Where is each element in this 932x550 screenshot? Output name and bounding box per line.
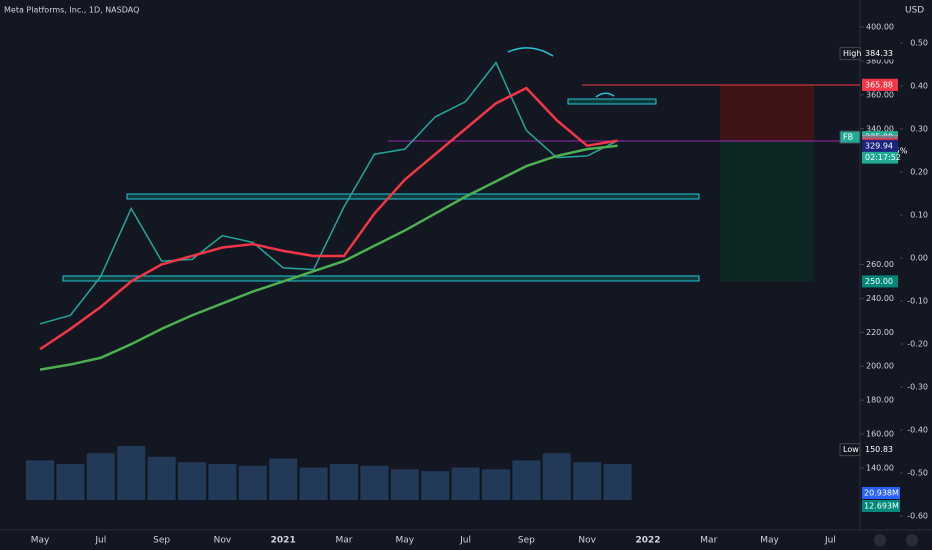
x-tick-label: 2022: [635, 536, 660, 546]
y2-tick-label: 0.30: [910, 125, 928, 134]
price-label: 02:17:52: [865, 153, 901, 162]
volume-bar: [390, 469, 419, 500]
y2-tick-label: 0.40: [910, 82, 928, 91]
y2-tick-label: -0.50: [907, 469, 928, 478]
auto-button[interactable]: [874, 534, 886, 546]
y-tick-label: 380.00: [866, 56, 894, 65]
target-zone: [720, 141, 814, 282]
volume-bar: [208, 464, 237, 500]
y-tick-label: 180.00: [866, 396, 894, 405]
y-tick-label: 160.00: [866, 430, 894, 439]
volume-bar: [603, 464, 632, 500]
price-line: [39, 86, 618, 351]
price-label: 365.88: [865, 80, 893, 89]
y-tick-label: 360.00: [866, 90, 894, 99]
volume-label-box: [862, 487, 900, 499]
settings-button[interactable]: [906, 534, 918, 546]
price-line: [39, 61, 618, 325]
y2-tick-label: -0.60: [907, 512, 928, 521]
resistance-zone: [567, 98, 657, 105]
chart-title: Meta Platforms, Inc., 1D, NASDAQ: [4, 6, 139, 15]
x-tick-label: Sep: [153, 536, 170, 546]
y-tick-label: 200.00: [866, 362, 894, 371]
top-arc: [507, 47, 554, 57]
price-label-box: [862, 151, 898, 164]
volume-bar: [451, 467, 480, 500]
y2-tick-label: 0.20: [910, 168, 928, 177]
price-label: 250.00: [865, 277, 893, 286]
volume-bar: [299, 467, 328, 500]
x-tick-label: Jul: [459, 536, 471, 546]
support-zone: [126, 193, 700, 200]
x-tick-label: May: [395, 536, 414, 546]
y2-tick-label: -0.20: [907, 340, 928, 349]
price-tag: Low: [843, 445, 859, 454]
volume-bar: [421, 471, 450, 500]
x-tick-label: Nov: [578, 536, 596, 546]
top-arc: [595, 92, 615, 98]
volume-bar: [330, 464, 358, 500]
price-label-box: [862, 443, 898, 456]
volume-bar: [269, 458, 298, 500]
x-tick-label: Jul: [94, 536, 106, 546]
price-line: [39, 144, 618, 371]
price-tag: FB: [843, 133, 853, 142]
volume-bar: [360, 465, 389, 500]
price-label-box: [862, 139, 898, 152]
y2-tick-label: -0.40: [907, 426, 928, 435]
price-tag-box: [839, 443, 861, 457]
volume-bar: [178, 462, 206, 500]
stop-zone: [720, 85, 814, 141]
volume-bar: [86, 453, 115, 500]
currency: USD: [905, 6, 924, 16]
volume-bar: [147, 456, 176, 500]
y-tick-label: 240.00: [866, 294, 894, 303]
x-tick-label: May: [760, 536, 779, 546]
volume-bar: [512, 460, 541, 500]
price-label: 329.94: [865, 141, 893, 150]
price-label: 384.33: [865, 49, 893, 58]
y2-tick-label: -0.10: [907, 297, 928, 306]
volume-label-box: [862, 500, 900, 512]
x-tick-label: Sep: [518, 536, 535, 546]
x-tick-label: Nov: [214, 536, 232, 546]
volume-bar: [26, 460, 54, 500]
x-tick-label: May: [31, 536, 50, 546]
y-tick-label: 400.00: [866, 23, 894, 32]
volume-bar: [573, 462, 602, 500]
price-label-box: [862, 275, 898, 288]
price-tag-box: [839, 47, 861, 61]
price-tag-box: [839, 130, 861, 144]
y-tick-label: 340.00: [866, 124, 894, 133]
x-tick-label: Mar: [336, 536, 353, 546]
y-tick-label: 140.00: [866, 464, 894, 473]
volume-bar: [542, 453, 571, 500]
y-tick-label: 260.00: [866, 260, 894, 269]
price-label-box: [862, 47, 898, 60]
x-tick-label: Mar: [700, 536, 717, 546]
price-label: 150.83: [865, 445, 893, 454]
y2-tick-label: 0.00: [910, 254, 928, 263]
volume-label: 20.938M: [864, 489, 899, 498]
y2-tick-label: -0.30: [907, 383, 928, 392]
support-zone: [62, 275, 700, 282]
y2-tick-label: 0.50: [910, 39, 928, 48]
y2-tick-label: 0.10: [910, 211, 928, 220]
volume-bar: [56, 464, 85, 500]
volume-bar: [117, 446, 146, 500]
x-tick-label: Jul: [824, 536, 836, 546]
volume-label: 12.693M: [864, 502, 899, 511]
price-tag: High: [843, 49, 861, 58]
price-label-box: [862, 78, 898, 91]
x-tick-label: 2021: [271, 536, 296, 546]
volume-bar: [482, 469, 510, 500]
volume-bar: [238, 465, 267, 500]
y-tick-label: 220.00: [866, 328, 894, 337]
